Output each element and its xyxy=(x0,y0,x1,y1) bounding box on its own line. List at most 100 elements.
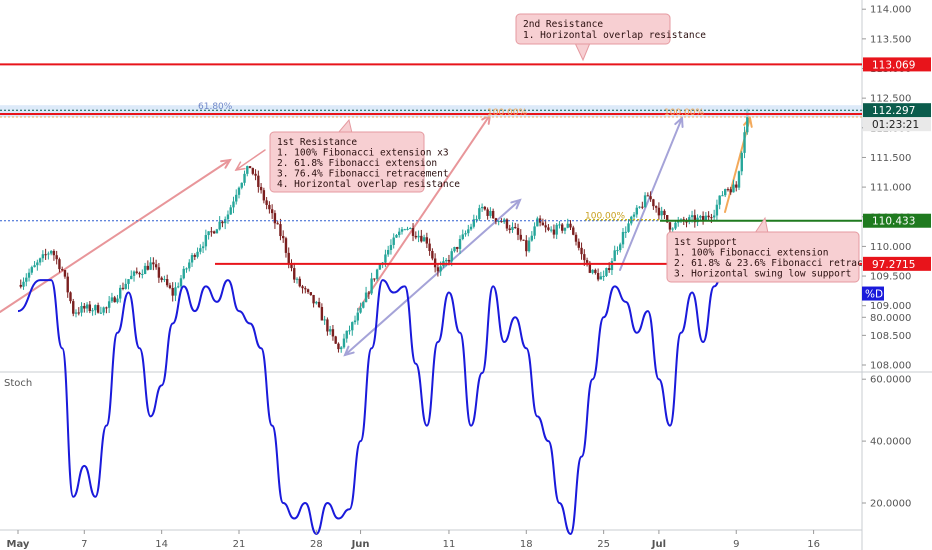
candle-body xyxy=(414,235,417,238)
candle-body xyxy=(52,250,56,256)
first-support-note-fill xyxy=(668,233,858,281)
candle-body xyxy=(417,235,420,238)
candle-body xyxy=(478,208,481,220)
candle-body xyxy=(265,200,268,205)
candle-body xyxy=(547,227,550,230)
candle-body xyxy=(188,262,191,269)
candle-body xyxy=(359,307,362,313)
second-resistance-note-line-1: 1. Horizontal overlap resistance xyxy=(523,30,706,41)
candle-body xyxy=(66,276,69,293)
candle-body xyxy=(345,330,348,339)
first-support-tag-bg xyxy=(863,213,931,228)
candle-body xyxy=(312,295,315,304)
candle-body xyxy=(179,278,183,287)
candle-body xyxy=(102,307,105,313)
candle-body xyxy=(729,189,732,193)
candle-body xyxy=(627,223,630,232)
candle-body xyxy=(58,259,61,270)
candle-body xyxy=(243,173,246,183)
candle-body xyxy=(171,287,174,296)
candle-body xyxy=(572,227,575,235)
candle-body xyxy=(364,292,368,303)
candle-body xyxy=(641,206,644,208)
price-tick-label: 113.500 xyxy=(870,34,911,45)
candle-body xyxy=(497,220,500,222)
price-tick-label: 114.000 xyxy=(870,5,911,16)
candle-body xyxy=(212,231,216,234)
candle-body xyxy=(740,152,743,172)
candles xyxy=(19,108,749,353)
candle-body xyxy=(88,304,92,312)
candle-body xyxy=(699,215,702,218)
candle-body xyxy=(340,347,343,350)
candle-body xyxy=(690,215,694,218)
candle-body xyxy=(373,278,376,280)
candle-body xyxy=(83,305,86,309)
candle-body xyxy=(400,229,404,232)
stoch-legend-label: Stoch xyxy=(4,378,32,389)
candle-body xyxy=(74,312,78,314)
candle-body xyxy=(268,204,271,210)
candle-body xyxy=(663,210,666,215)
candle-body xyxy=(483,206,487,210)
candle-body xyxy=(732,184,735,193)
candle-body xyxy=(516,228,520,235)
candle-body xyxy=(362,302,365,308)
candle-body xyxy=(392,237,395,245)
fib-arrow-july-head xyxy=(674,115,684,128)
candle-body xyxy=(635,207,638,215)
candle-body xyxy=(737,171,741,188)
candle-body xyxy=(199,248,202,252)
candle-body xyxy=(298,278,301,287)
price-tick-label: 108.000 xyxy=(870,361,911,372)
candle-body xyxy=(218,221,221,230)
candle-body xyxy=(328,329,332,332)
candle-body xyxy=(287,252,290,264)
candle-body xyxy=(154,264,158,268)
candle-body xyxy=(444,259,448,262)
candle-body xyxy=(190,255,194,263)
second-resistance-tag: 113.069 xyxy=(872,59,915,71)
candle-body xyxy=(530,235,534,241)
stoch-tick-label: 60.0000 xyxy=(870,375,911,386)
trend-arrow-short xyxy=(235,149,266,171)
time-tick-label: 16 xyxy=(807,539,820,550)
candle-body xyxy=(718,195,721,205)
candle-body xyxy=(356,312,359,321)
candle-body xyxy=(295,278,299,280)
candle-body xyxy=(602,275,605,277)
candle-body xyxy=(304,288,307,290)
candle-body xyxy=(237,187,241,195)
candle-body xyxy=(724,189,727,196)
candle-body xyxy=(246,166,249,174)
fib-arrow-lower-head xyxy=(343,345,355,357)
candle-body xyxy=(138,272,141,275)
candle-body xyxy=(315,301,318,304)
candle-body xyxy=(72,301,75,314)
candle-body xyxy=(657,207,661,216)
price-tick-label: 109.500 xyxy=(870,272,911,283)
candle-body xyxy=(378,264,382,270)
candle-body xyxy=(309,292,313,296)
candle-body xyxy=(508,228,511,230)
candle-body xyxy=(561,224,564,231)
stoch-tick-label: 80.0000 xyxy=(870,313,911,324)
candle-body xyxy=(99,312,103,314)
candle-body xyxy=(293,268,296,280)
candle-body xyxy=(386,250,390,255)
candle-body xyxy=(525,240,528,252)
price-tick-label: 109.000 xyxy=(870,301,911,312)
candle-body xyxy=(735,184,738,188)
candle-body xyxy=(320,307,324,321)
candle-body xyxy=(475,219,478,221)
fib-label-100-b: 100.00% xyxy=(664,108,704,118)
candle-body xyxy=(331,329,335,337)
candle-body xyxy=(49,250,53,254)
candle-body xyxy=(619,244,622,251)
candle-body xyxy=(527,240,531,252)
stoch-level-tag-bg xyxy=(863,256,931,271)
candle-body xyxy=(583,254,586,261)
candle-body xyxy=(607,268,611,271)
candle-body xyxy=(116,298,119,303)
